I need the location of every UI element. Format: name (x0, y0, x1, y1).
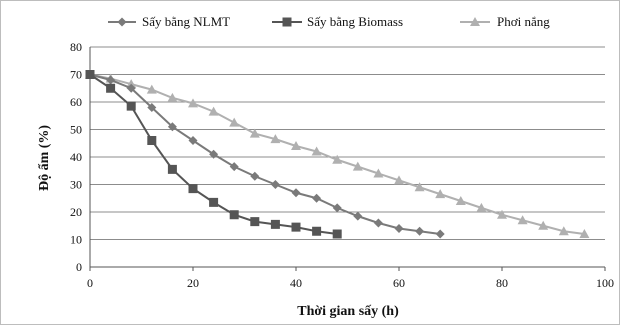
y-tick-label-50: 50 (70, 123, 82, 137)
data-point-diamond-17 (435, 229, 445, 239)
data-point-diamond-10 (291, 188, 301, 198)
data-point-square-0 (85, 70, 95, 79)
data-point-diamond-1 (106, 75, 116, 85)
data-point-triangle-13 (352, 161, 363, 171)
data-point-triangle-16 (414, 182, 425, 192)
x-tick-label-100: 100 (596, 276, 614, 290)
legend-marker-diamond (117, 17, 127, 27)
data-point-diamond-7 (229, 162, 239, 172)
data-point-square-6 (209, 197, 219, 207)
legend: Sấy bằng NLMT Sấy bằng Biomass Phơi nắng (108, 14, 550, 29)
data-point-square-12 (332, 229, 342, 239)
data-point-triangle-10 (291, 141, 301, 150)
legend-marker-square (282, 17, 292, 27)
y-axis-title: Độ ẩm (%) (37, 125, 52, 191)
legend-label-diamond: Sấy bằng NLMT (142, 14, 230, 29)
legend-marker-triangle (470, 17, 480, 26)
legend-item-square: Sấy bằng Biomass (272, 14, 403, 29)
data-point-diamond-16 (415, 226, 425, 236)
data-point-triangle-17 (435, 189, 446, 199)
data-point-diamond-2 (126, 83, 136, 93)
legend-item-diamond: Sấy bằng NLMT (108, 14, 230, 29)
data-point-triangle-23 (558, 226, 569, 236)
y-tick-label-20: 20 (70, 205, 82, 219)
gridlines (90, 46, 605, 240)
data-point-triangle-6 (208, 106, 219, 116)
y-tick-label-30: 30 (70, 178, 82, 192)
x-tick-label-40: 40 (290, 276, 302, 290)
data-point-square-8 (250, 217, 260, 227)
y-tick-label-80: 80 (70, 40, 82, 54)
data-point-diamond-15 (394, 224, 404, 233)
data-point-diamond-12 (332, 203, 342, 213)
x-tick-label-60: 60 (393, 276, 405, 290)
data-point-triangle-2 (126, 79, 137, 89)
series-group (85, 69, 590, 239)
data-point-triangle-15 (394, 175, 404, 185)
data-point-triangle-18 (455, 196, 466, 205)
series-line-diamond (89, 73, 441, 235)
series-diamond (85, 70, 445, 239)
y-tick-labels: 0 10 20 30 40 50 60 70 80 (70, 40, 82, 274)
data-point-square-3 (147, 136, 157, 145)
data-point-triangle-20 (497, 209, 507, 219)
data-point-triangle-7 (229, 117, 240, 127)
data-point-diamond-9 (270, 180, 280, 189)
y-tick-label-0: 0 (76, 260, 82, 274)
y-tick-label-10: 10 (70, 233, 82, 247)
data-point-square-9 (270, 219, 280, 229)
data-point-diamond-14 (373, 218, 383, 228)
x-tick-labels: 0 20 40 60 80 100 (87, 276, 614, 290)
data-point-triangle-5 (188, 98, 198, 108)
data-point-square-2 (126, 101, 136, 111)
data-point-diamond-5 (188, 136, 198, 145)
data-point-diamond-6 (209, 149, 219, 159)
data-point-diamond-4 (167, 122, 177, 132)
data-point-diamond-8 (250, 171, 260, 181)
data-point-triangle-19 (476, 202, 487, 212)
data-point-triangle-3 (146, 84, 157, 94)
data-point-triangle-21 (517, 215, 528, 225)
y-tick-label-40: 40 (70, 150, 82, 164)
x-tick-label-20: 20 (187, 276, 199, 290)
data-point-diamond-13 (353, 211, 363, 221)
data-point-diamond-3 (147, 103, 157, 112)
x-axis-title: Thời gian sấy (h) (297, 304, 399, 319)
data-point-triangle-14 (373, 168, 384, 178)
x-tick-label-0: 0 (87, 276, 93, 290)
legend-label-square: Sấy bằng Biomass (307, 14, 403, 29)
legend-item-triangle: Phơi nắng (460, 14, 550, 29)
data-point-triangle-11 (311, 146, 322, 156)
data-point-square-10 (291, 222, 301, 232)
data-point-triangle-22 (538, 220, 549, 230)
data-point-square-7 (229, 210, 239, 220)
x-tick-label-80: 80 (496, 276, 508, 290)
data-point-triangle-12 (332, 154, 343, 164)
y-tick-label-60: 60 (70, 95, 82, 109)
data-point-triangle-4 (167, 92, 178, 102)
series-square (85, 70, 342, 239)
y-tick-label-70: 70 (70, 68, 82, 82)
data-point-square-5 (188, 184, 198, 194)
data-point-triangle-9 (270, 134, 281, 144)
data-point-diamond-11 (312, 193, 322, 203)
data-point-square-11 (312, 226, 322, 236)
data-point-triangle-24 (579, 229, 590, 238)
legend-label-triangle: Phơi nắng (497, 14, 550, 29)
axes (89, 47, 606, 271)
data-point-square-4 (167, 164, 177, 174)
data-point-square-1 (106, 83, 116, 93)
data-point-triangle-8 (249, 128, 260, 138)
